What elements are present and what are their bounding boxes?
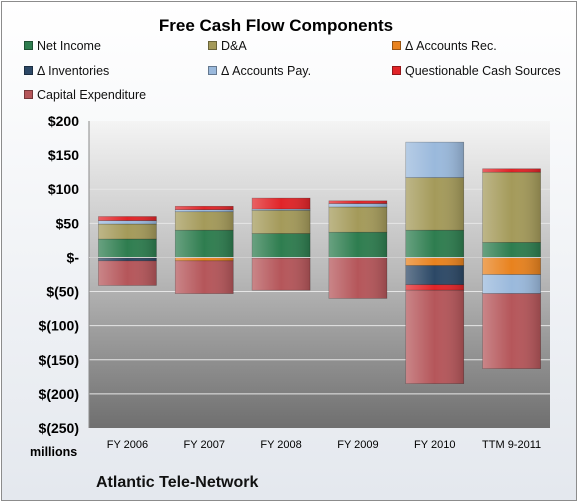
legend-label: Δ Inventories	[37, 64, 110, 78]
bar-shine	[175, 257, 234, 261]
legend-label: D&A	[221, 39, 247, 53]
bar-shine	[98, 216, 157, 221]
legend-item: Δ Accounts Pay.	[208, 64, 311, 78]
legend-swatch	[24, 90, 33, 99]
bar-shine	[405, 230, 464, 258]
legend-item: Net Income	[24, 39, 101, 53]
x-tick-label: FY 2010	[414, 439, 455, 451]
legend-item: Δ Inventories	[24, 64, 109, 78]
legend-item: Questionable Cash Sources	[392, 64, 561, 78]
legend-label: Capital Expenditure	[37, 88, 147, 102]
legend-swatch	[392, 41, 401, 50]
y-tick-label: $-	[67, 249, 80, 265]
bar-shine	[482, 172, 541, 243]
bar-shine	[98, 258, 157, 261]
bar-shine	[252, 198, 311, 210]
bar-shine	[328, 200, 387, 204]
bar-shine	[252, 258, 311, 291]
company-name: Atlantic Tele-Network	[96, 474, 259, 491]
bar-shine	[405, 177, 464, 231]
plot-area	[89, 121, 550, 428]
legend-swatch	[24, 66, 33, 75]
bar-shine	[482, 274, 541, 294]
y-tick-label: $(200)	[39, 386, 79, 402]
y-tick-label: $50	[56, 215, 80, 231]
chart-title: Free Cash Flow Components	[158, 16, 394, 35]
bar-shine	[252, 210, 311, 234]
y-tick-label: $200	[48, 113, 79, 129]
y-tick-label: $150	[48, 147, 79, 163]
y-tick-label: $100	[48, 181, 79, 197]
x-tick-label: TTM 9-2011	[482, 439, 541, 451]
legend-swatch	[208, 66, 217, 75]
bar-shine	[405, 265, 464, 285]
x-tick-label: FY 2009	[337, 439, 378, 451]
y-tick-label: $(100)	[39, 318, 79, 334]
legend-label: Δ Accounts Rec.	[405, 39, 497, 53]
bar-shine	[482, 293, 541, 369]
y-tick-label: $(250)	[39, 420, 79, 436]
legend-swatch	[392, 66, 401, 75]
legend-label: Net Income	[37, 39, 101, 53]
bar-shine	[98, 224, 157, 240]
bar-shine	[98, 239, 157, 258]
bar-shine	[482, 242, 541, 258]
units-label: millions	[30, 445, 78, 459]
legend-label: Questionable Cash Sources	[405, 64, 561, 78]
bar-shine	[175, 211, 234, 231]
legend-swatch	[24, 41, 33, 50]
bar-shine	[98, 260, 157, 286]
x-tick-label: FY 2008	[260, 439, 301, 451]
bar-shine	[175, 209, 234, 212]
y-tick-label: $(150)	[39, 352, 79, 368]
bar-shine	[175, 260, 234, 294]
y-tick-label: $(50)	[46, 284, 79, 300]
x-tick-label: FY 2006	[107, 439, 148, 451]
legend-item: D&A	[208, 39, 247, 53]
bar-shine	[175, 206, 234, 210]
bar-shine	[328, 257, 387, 299]
bar-shine	[482, 257, 541, 275]
legend-swatch	[208, 41, 217, 50]
legend-item: Δ Accounts Rec.	[392, 39, 497, 53]
legend-item: Capital Expenditure	[24, 88, 146, 102]
bar-shine	[405, 257, 464, 266]
bar-shine	[405, 290, 464, 384]
bar-shine	[405, 142, 464, 178]
bar-shine	[328, 232, 387, 258]
bar-shine	[252, 209, 311, 211]
bar-shine	[98, 220, 157, 225]
bar-shine	[328, 203, 387, 207]
bar-shine	[405, 284, 464, 291]
bar-shine	[482, 168, 541, 173]
bar-shine	[175, 230, 234, 258]
legend-label: Δ Accounts Pay.	[221, 64, 312, 78]
bar-shine	[328, 206, 387, 233]
x-tick-label: FY 2007	[184, 439, 225, 451]
bar-shine	[252, 233, 311, 258]
